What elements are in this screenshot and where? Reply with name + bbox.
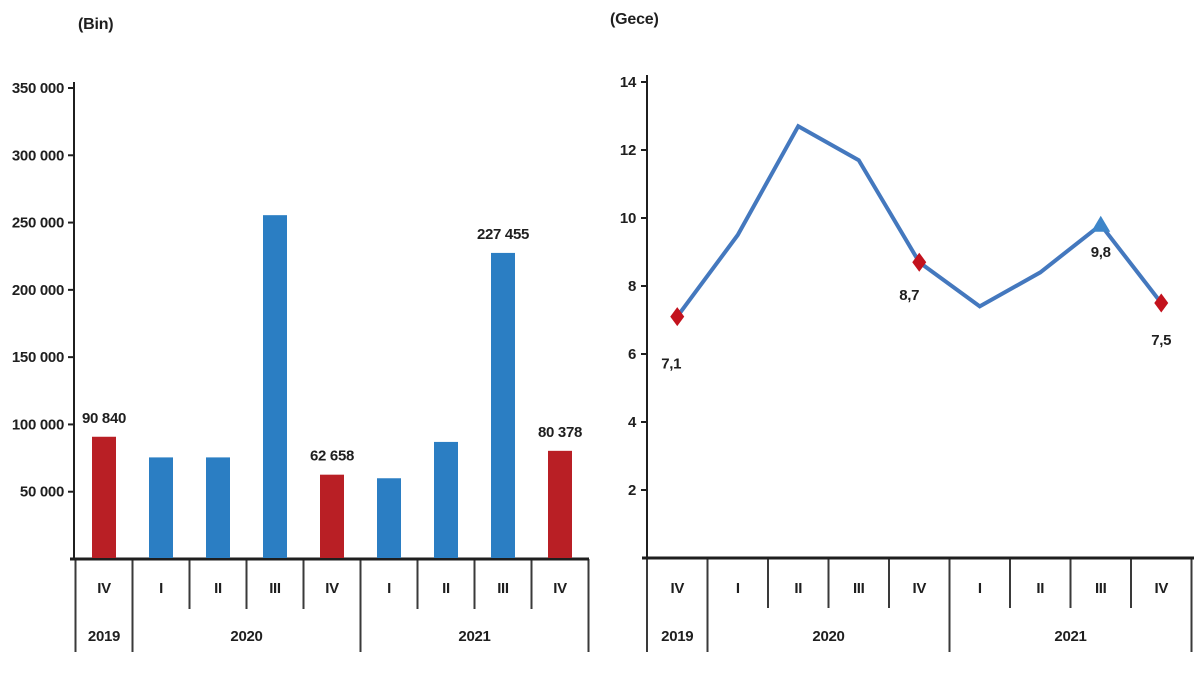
y-tick-label: 6 [628,346,636,363]
point-value-label: 7,5 [1151,332,1171,349]
year-label: 2021 [458,628,490,645]
quarter-label: IV [912,580,926,597]
y-tick-label: 300 000 [12,147,64,164]
y-tick-label: 4 [628,414,637,431]
bar-II-2 [206,457,230,558]
quarter-label: II [442,580,450,597]
bar-value-label: 62 658 [310,448,354,465]
bar-IV-8 [548,450,572,558]
quarter-label: I [387,580,391,597]
quarter-label: IV [325,580,339,597]
y-tick-label: 14 [620,74,637,91]
trend-line [675,123,1163,318]
bar-IV-4 [320,474,344,558]
y-tick-label: 250 000 [12,215,64,232]
right-chart-unit-label: (Gece) [610,11,659,28]
bar-IV-0 [92,436,116,558]
left-chart-unit-label: (Bin) [78,16,114,33]
bar-III-7 [491,252,515,558]
y-tick-label: 150 000 [12,349,64,366]
diamond-marker-4 [912,252,927,272]
point-value-label: 8,7 [899,287,919,304]
bar-chart-canvas: 50 000 100 000 150 000 200 000 250 000 300 00… [12,80,590,652]
quarter-label: IV [553,580,567,597]
quarter-label: I [978,580,982,597]
quarter-label: I [159,580,163,597]
y-tick-label: 350 000 [12,80,64,97]
y-tick-label: 12 [620,142,636,159]
y-tick-label: 100 000 [12,416,64,433]
quarter-label: IV [670,580,684,597]
bar-value-label: 80 378 [538,424,582,441]
triangle-marker-7 [1091,215,1111,232]
diamond-marker-8 [1154,293,1169,313]
y-tick-label: 50 000 [20,484,64,501]
bar-value-label: 227 455 [477,226,529,243]
quarter-label: III [269,580,281,597]
diamond-marker-0 [670,307,685,327]
y-tick-label: 200 000 [12,282,64,299]
line-chart-nights: (Gece) 2 4 6 8 10 12 14 IV I II III IV I II III IV 2019 2… [600,0,1200,675]
quarter-label: IV [1154,580,1168,597]
point-value-label: 7,1 [661,356,681,373]
quarter-label: III [1095,580,1107,597]
bar-chart-thousands: (Bin) 50 000 100 000 150 000 200 000 250 000… [12,16,590,652]
y-tick-label: 10 [620,210,636,227]
year-label: 2020 [230,628,262,645]
year-label: 2021 [1054,628,1086,645]
quarter-label: II [1036,580,1044,597]
quarter-label: I [736,580,740,597]
year-label: 2019 [661,628,693,645]
bar-I-5 [377,478,401,558]
quarter-label: III [497,580,509,597]
quarter-label: II [794,580,802,597]
y-tick-label: 2 [628,482,636,499]
quarter-label: IV [97,580,111,597]
bar-value-label: 90 840 [82,410,126,427]
bar-III-3 [263,215,287,559]
quarter-label: III [853,580,865,597]
y-tick-label: 8 [628,278,636,295]
point-value-label: 9,8 [1091,244,1111,261]
bar-I-1 [149,457,173,558]
year-label: 2019 [88,628,120,645]
quarter-label: II [214,580,222,597]
year-label: 2020 [812,628,844,645]
bar-II-6 [434,441,458,558]
